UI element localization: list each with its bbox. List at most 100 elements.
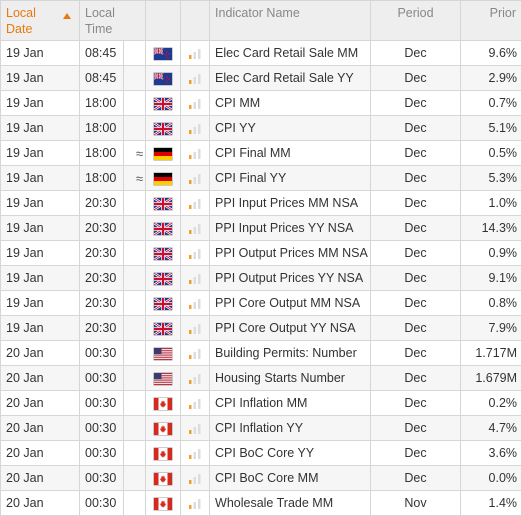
table-row[interactable]: 19 Jan 20:30 PPI Core Output YY NSA Dec … [0,315,521,341]
time-cell: 18:00 [79,90,124,116]
indicator-name-cell[interactable]: PPI Output Prices MM NSA [209,240,372,266]
prior-value-cell: 14.3% [460,215,521,241]
time-cell: 00:30 [79,365,124,391]
table-row[interactable]: 19 Jan 20:30 PPI Output Prices MM NSA De… [0,240,521,266]
indicator-name-cell[interactable]: CPI YY [209,115,372,141]
table-row[interactable]: 19 Jan 20:30 PPI Input Prices MM NSA Dec… [0,190,521,216]
period-cell: Dec [370,265,462,291]
table-row[interactable]: 19 Jan 20:30 PPI Input Prices YY NSA Dec… [0,215,521,241]
table-row[interactable]: 19 Jan 18:00 ≈ CPI Final MM Dec 0.5% [0,140,521,166]
indicator-name-cell[interactable]: PPI Input Prices YY NSA [209,215,372,241]
date-cell: 19 Jan [0,140,80,166]
importance-cell [180,415,211,441]
column-header-prior[interactable]: Prior [460,0,521,41]
sort-ascending-icon [63,13,71,19]
table-row[interactable]: 20 Jan 00:30 CPI BoC Core MM Dec 0.0% [0,465,521,491]
time-cell: 20:30 [79,265,124,291]
column-header-flag[interactable] [145,0,182,41]
table-row[interactable]: 20 Jan 00:30 Wholesale Trade MM Nov 1.4% [0,490,521,516]
indicator-name-cell[interactable]: PPI Output Prices YY NSA [209,265,372,291]
approximate-time-icon [122,390,147,416]
uk-flag-icon [154,197,173,210]
local-date-header-line1: Local [6,6,36,20]
ca-flag-icon [154,497,173,510]
importance-bars-icon [187,296,203,310]
date-cell: 19 Jan [0,265,80,291]
prior-value-cell: 3.6% [460,440,521,466]
table-row[interactable]: 20 Jan 00:30 Building Permits: Number De… [0,340,521,366]
time-cell: 18:00 [79,115,124,141]
column-header-importance[interactable] [180,0,211,41]
importance-cell [180,440,211,466]
indicator-name-cell[interactable]: CPI Inflation MM [209,390,372,416]
importance-bars-icon [187,171,203,185]
indicator-name-cell[interactable]: PPI Core Output YY NSA [209,315,372,341]
approximate-time-icon [122,465,147,491]
indicator-name-cell[interactable]: CPI BoC Core MM [209,465,372,491]
indicator-name-cell[interactable]: Elec Card Retail Sale YY [209,65,372,91]
importance-cell [180,190,211,216]
table-row[interactable]: 20 Jan 00:30 CPI BoC Core YY Dec 3.6% [0,440,521,466]
indicator-name-cell[interactable]: Housing Starts Number [209,365,372,391]
importance-bars-icon [187,96,203,110]
table-row[interactable]: 19 Jan 18:00 CPI MM Dec 0.7% [0,90,521,116]
prior-value-cell: 0.2% [460,390,521,416]
indicator-name-cell[interactable]: Elec Card Retail Sale MM [209,40,372,66]
local-time-header-line1: Local [85,6,115,20]
time-cell: 18:00 [79,165,124,191]
period-cell: Dec [370,40,462,66]
importance-cell [180,290,211,316]
time-cell: 18:00 [79,140,124,166]
flag-cell [145,165,182,191]
table-row[interactable]: 19 Jan 18:00 ≈ CPI Final YY Dec 5.3% [0,165,521,191]
period-cell: Dec [370,90,462,116]
prior-value-cell: 0.8% [460,290,521,316]
table-row[interactable]: 20 Jan 00:30 CPI Inflation YY Dec 4.7% [0,415,521,441]
date-cell: 20 Jan [0,440,80,466]
uk-flag-icon [154,247,173,260]
indicator-name-cell[interactable]: Building Permits: Number [209,340,372,366]
approximate-time-icon [122,90,147,116]
column-header-local-date[interactable]: Local Date [0,0,80,41]
importance-cell [180,215,211,241]
flag-cell [145,40,182,66]
table-row[interactable]: 20 Jan 00:30 Housing Starts Number Dec 1… [0,365,521,391]
flag-cell [145,440,182,466]
column-header-period[interactable]: Period [370,0,462,41]
prior-value-cell: 9.6% [460,40,521,66]
importance-bars-icon [187,321,203,335]
table-row[interactable]: 20 Jan 00:30 CPI Inflation MM Dec 0.2% [0,390,521,416]
table-row[interactable]: 19 Jan 20:30 PPI Output Prices YY NSA De… [0,265,521,291]
indicator-name-cell[interactable]: CPI Final MM [209,140,372,166]
table-row[interactable]: 19 Jan 18:00 CPI YY Dec 5.1% [0,115,521,141]
table-row[interactable]: 19 Jan 08:45 Elec Card Retail Sale YY De… [0,65,521,91]
nz-flag-icon [154,47,173,60]
indicator-name-cell[interactable]: CPI Final YY [209,165,372,191]
period-cell: Dec [370,390,462,416]
period-cell: Nov [370,490,462,516]
indicator-name-cell[interactable]: CPI BoC Core YY [209,440,372,466]
date-cell: 19 Jan [0,215,80,241]
period-cell: Dec [370,140,462,166]
flag-cell [145,290,182,316]
importance-cell [180,465,211,491]
period-cell: Dec [370,465,462,491]
date-cell: 19 Jan [0,315,80,341]
indicator-name-cell[interactable]: PPI Input Prices MM NSA [209,190,372,216]
period-cell: Dec [370,440,462,466]
indicator-name-cell[interactable]: PPI Core Output MM NSA [209,290,372,316]
indicator-name-cell[interactable]: CPI MM [209,90,372,116]
approximate-time-icon [122,290,147,316]
indicator-name-cell[interactable]: Wholesale Trade MM [209,490,372,516]
importance-bars-icon [187,46,203,60]
approximate-time-icon [122,115,147,141]
column-header-indicator[interactable]: Indicator Name [209,0,372,41]
date-cell: 19 Jan [0,40,80,66]
table-row[interactable]: 19 Jan 20:30 PPI Core Output MM NSA Dec … [0,290,521,316]
column-header-local-time[interactable]: Local Time [78,0,147,41]
prior-value-cell: 1.4% [460,490,521,516]
approximate-time-icon [122,490,147,516]
indicator-name-cell[interactable]: CPI Inflation YY [209,415,372,441]
table-row[interactable]: 19 Jan 08:45 Elec Card Retail Sale MM De… [0,40,521,66]
